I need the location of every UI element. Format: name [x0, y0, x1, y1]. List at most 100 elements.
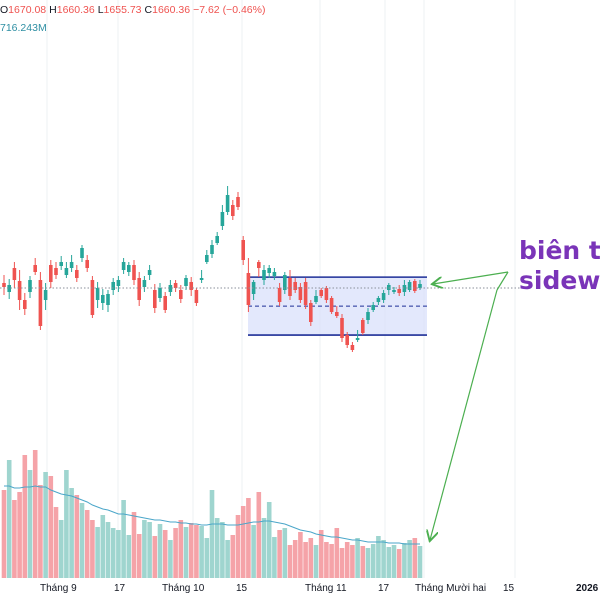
- candle-body: [220, 212, 225, 226]
- volume-bar: [38, 485, 43, 578]
- candle-body: [371, 305, 375, 310]
- volume-bar: [84, 510, 90, 578]
- volume-bar: [79, 503, 85, 578]
- volume-bar: [350, 545, 355, 578]
- candle-body: [64, 268, 69, 275]
- x-label-17-sep: 17: [114, 583, 126, 594]
- volume-bar: [313, 545, 319, 578]
- candle-body: [17, 281, 22, 300]
- volume-bar: [355, 538, 360, 578]
- volume-bar: [6, 460, 12, 578]
- candle-body: [236, 197, 240, 207]
- candle-body: [111, 282, 115, 290]
- candle-body: [361, 320, 365, 333]
- candle-body: [402, 285, 407, 292]
- candle-body: [116, 280, 121, 286]
- volume-ma-line: [4, 485, 420, 545]
- volume-bar: [235, 515, 241, 578]
- annotation-arrows: [430, 271, 509, 540]
- arrow-to-range: [433, 271, 509, 284]
- high-label: H: [49, 4, 57, 16]
- volume-bar: [292, 540, 298, 578]
- volume-bar: [344, 542, 350, 578]
- volume-bar: [391, 545, 397, 578]
- candle-body: [392, 290, 396, 292]
- volume-bar: [116, 530, 121, 578]
- low-label: L: [97, 4, 104, 16]
- candle-body: [90, 280, 95, 315]
- candle-body: [75, 270, 79, 278]
- volume-bar: [396, 549, 402, 578]
- candle-body: [345, 335, 349, 345]
- volume-bar: [287, 545, 293, 578]
- volume-bar: [90, 520, 95, 578]
- volume-bar: [230, 535, 236, 578]
- candle-body: [413, 281, 417, 291]
- x-label-15-oct: 15: [236, 583, 248, 594]
- volume-bar: [298, 532, 303, 578]
- arrow-stem: [496, 271, 509, 291]
- candle-body: [215, 236, 219, 243]
- volume-bar: [136, 534, 142, 578]
- candle-body: [376, 298, 381, 302]
- sideways-annotation[interactable]: biên t sidewa: [519, 236, 600, 296]
- volume-bar: [318, 530, 324, 578]
- volume-bar: [58, 520, 64, 578]
- candle-body: [137, 278, 141, 300]
- candle-body: [350, 345, 355, 350]
- x-label-dec: Tháng Mười hai: [415, 583, 487, 594]
- candle-body: [28, 280, 32, 292]
- volume-bar: [261, 518, 267, 578]
- volume-bar: [407, 540, 412, 578]
- candle-body: [163, 296, 167, 310]
- candle-body: [340, 318, 344, 338]
- arrow-to-volume: [430, 289, 498, 540]
- candle-body: [85, 260, 89, 268]
- volume-bar: [183, 527, 189, 578]
- candle-body: [173, 283, 178, 288]
- candle-body: [168, 285, 173, 292]
- volume-bar: [121, 500, 126, 578]
- candle-body: [418, 284, 422, 288]
- volume-bar: [417, 546, 423, 578]
- volume-bar: [303, 542, 308, 578]
- change-value: −7.62 (−0.46%): [193, 4, 266, 16]
- volume-bar: [22, 455, 28, 578]
- low-value: 1655.73: [103, 4, 142, 16]
- candle-body: [298, 287, 303, 300]
- candle-body: [142, 280, 147, 287]
- candle-body: [101, 295, 105, 303]
- volume-bars: [1, 450, 423, 578]
- volume-bar: [277, 530, 282, 578]
- candle-body: [179, 290, 183, 299]
- volume-bar: [48, 476, 54, 578]
- candle-body: [184, 278, 188, 286]
- candle-body: [225, 195, 230, 212]
- volume-bar: [69, 488, 74, 578]
- volume-bar: [147, 522, 152, 578]
- close-value: 1660.36: [152, 4, 191, 16]
- volume-bar: [308, 538, 314, 578]
- volume-bar: [376, 536, 381, 578]
- open-label: O: [0, 4, 9, 16]
- candle-body: [241, 240, 245, 260]
- volume-bar: [64, 470, 69, 578]
- x-label-17-nov: 17: [378, 583, 390, 594]
- candle-body: [106, 294, 110, 305]
- annotation-line-2: sidewa: [519, 266, 600, 295]
- candle-body: [397, 289, 401, 293]
- volume-bar: [131, 512, 137, 578]
- range-box: [248, 276, 427, 336]
- volume-bar: [53, 507, 59, 578]
- candle-body: [262, 270, 266, 280]
- volume-bar: [272, 537, 277, 578]
- volume-legend: 716.243M: [0, 22, 47, 34]
- candle-body: [407, 282, 412, 290]
- candle-body: [267, 268, 271, 273]
- open-value: 1670.08: [8, 4, 47, 16]
- candle-body: [80, 248, 84, 258]
- candle-body: [231, 205, 235, 216]
- volume-bar: [246, 498, 251, 578]
- candle-body: [69, 262, 74, 268]
